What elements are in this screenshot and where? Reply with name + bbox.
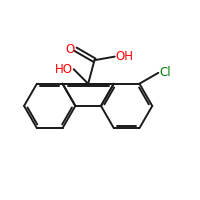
Text: OH: OH [115,50,133,63]
Text: O: O [65,43,75,56]
Text: HO: HO [55,63,73,76]
Text: Cl: Cl [159,66,171,79]
